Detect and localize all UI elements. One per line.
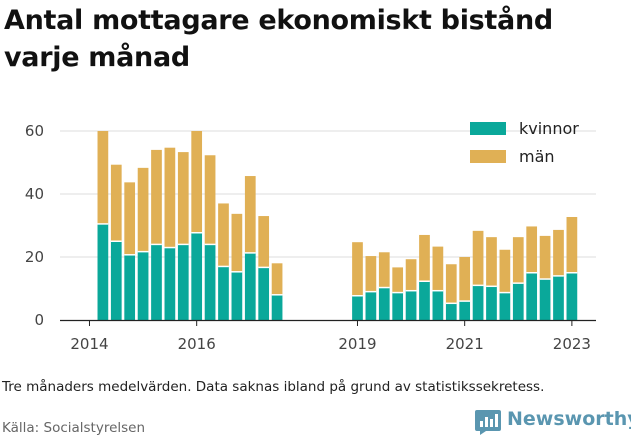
bar-kvinnor (539, 279, 551, 320)
bar-man (499, 249, 511, 293)
bar-kvinnor (151, 244, 162, 320)
bar-kvinnor (97, 223, 109, 320)
bar-man (352, 242, 363, 296)
bar-man (97, 131, 109, 224)
bar-kvinnor (459, 301, 471, 320)
bar-kvinnor (432, 290, 444, 320)
bar-man (258, 216, 270, 268)
bar-kvinnor (392, 292, 404, 320)
bar-man (137, 167, 149, 252)
bar-kvinnor (378, 287, 390, 320)
x-axis: 2014 2016 2019 2021 2023 (60, 319, 596, 353)
bar-man (526, 226, 538, 273)
bar-kvinnor (365, 291, 377, 320)
bar-kvinnor (526, 272, 538, 320)
bar-kvinnor (405, 290, 417, 320)
legend-label: män (519, 147, 555, 166)
bar-kvinnor (419, 281, 430, 320)
legend-swatch (470, 122, 506, 135)
bar-man (512, 237, 524, 284)
bar-kvinnor (177, 244, 189, 320)
bar-man (419, 234, 430, 282)
bar-man (405, 259, 417, 291)
bar-man (432, 246, 444, 291)
bar-kvinnor (164, 247, 176, 320)
brand-name: Newsworthy (507, 408, 631, 430)
bar-kvinnor (231, 271, 243, 320)
bar-man (177, 152, 189, 245)
bar-kvinnor (553, 275, 564, 320)
bar-man (378, 252, 390, 288)
bar-kvinnor (258, 267, 270, 320)
x-tick-label: 2019 (338, 335, 376, 353)
x-tick-label: 2023 (553, 335, 591, 353)
bar-man (110, 164, 122, 242)
bar-kvinnor (204, 244, 216, 320)
newsworthy-logo[interactable]: Newsworthy (474, 406, 631, 436)
y-tick-label: 20 (25, 248, 44, 266)
x-tick-label: 2021 (446, 335, 484, 353)
bar-man (191, 131, 203, 233)
bar-man (231, 213, 243, 272)
x-tick-label: 2016 (178, 335, 216, 353)
bar-kvinnor (244, 252, 256, 320)
x-tick-label: 2014 (70, 335, 108, 353)
bar-kvinnor (218, 266, 229, 320)
bar-man (445, 264, 457, 304)
bar-man (539, 235, 551, 280)
bar-kvinnor (271, 294, 283, 320)
bar-kvinnor (352, 295, 363, 320)
bar-kvinnor (124, 254, 136, 320)
bar-kvinnor (512, 283, 524, 320)
y-tick-label: 60 (25, 122, 44, 140)
bar-man (218, 203, 229, 267)
bar-kvinnor (137, 251, 149, 320)
bar-man (566, 216, 578, 273)
bar-kvinnor (191, 232, 203, 320)
bar-man (271, 263, 283, 295)
bar-man (365, 256, 377, 292)
bar-man (392, 267, 404, 293)
bar-man (124, 182, 136, 255)
bar-kvinnor (110, 241, 122, 320)
bar-kvinnor (472, 285, 484, 320)
bar-kvinnor (566, 272, 578, 320)
bar-man (486, 237, 497, 287)
source-note: Källa: Socialstyrelsen (2, 420, 146, 436)
bar-kvinnor (486, 286, 497, 320)
bar-man (204, 155, 216, 245)
bar-kvinnor (499, 292, 511, 320)
footnote: Tre månaders medelvärden. Data saknas ib… (2, 379, 545, 395)
bars (97, 100, 591, 320)
newsworthy-chart-icon (475, 410, 501, 435)
bar-kvinnor (445, 303, 457, 320)
legend-label: kvinnor (519, 119, 579, 138)
bar-man (472, 230, 484, 286)
legend: kvinnor män (470, 119, 579, 166)
chart-title: Antal mottagare ekonomiskt bistånd varje… (4, 5, 553, 73)
stacked-bar-chart: 0 20 40 60 2014 2016 2019 2021 2023 kvinnor män (25, 100, 596, 353)
bar-man (164, 147, 176, 248)
legend-swatch (470, 150, 506, 163)
bar-man (151, 149, 162, 245)
bar-man (244, 176, 256, 253)
bar-man (459, 257, 471, 302)
y-axis-ticks: 0 20 40 60 (25, 122, 44, 329)
y-tick-label: 40 (25, 185, 44, 203)
bar-man (553, 229, 564, 276)
y-tick-label: 0 (34, 311, 44, 329)
